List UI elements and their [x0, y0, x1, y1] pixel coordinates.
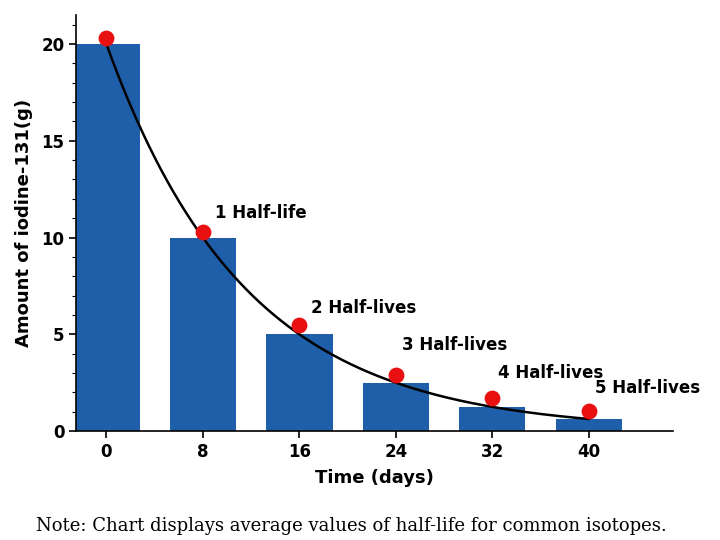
Y-axis label: Amount of iodine-131(g): Amount of iodine-131(g)	[15, 99, 33, 347]
Bar	[170, 238, 236, 431]
Bar	[459, 407, 526, 431]
Point	[390, 370, 402, 379]
Bar	[556, 419, 622, 431]
Bar	[73, 44, 140, 431]
Point	[294, 320, 305, 329]
Text: 5 Half-lives: 5 Half-lives	[595, 379, 700, 397]
Point	[101, 34, 112, 43]
Bar	[363, 383, 429, 431]
Point	[197, 227, 209, 236]
Text: 1 Half-life: 1 Half-life	[215, 204, 307, 222]
Point	[583, 407, 595, 415]
Text: 3 Half-lives: 3 Half-lives	[402, 336, 507, 354]
Point	[487, 394, 498, 402]
Text: 2 Half-lives: 2 Half-lives	[311, 299, 417, 317]
X-axis label: Time (days): Time (days)	[315, 469, 434, 487]
Text: 4 Half-lives: 4 Half-lives	[498, 364, 603, 382]
Bar	[266, 334, 333, 431]
Text: Note: Chart displays average values of half-life for common isotopes.: Note: Chart displays average values of h…	[36, 517, 667, 535]
